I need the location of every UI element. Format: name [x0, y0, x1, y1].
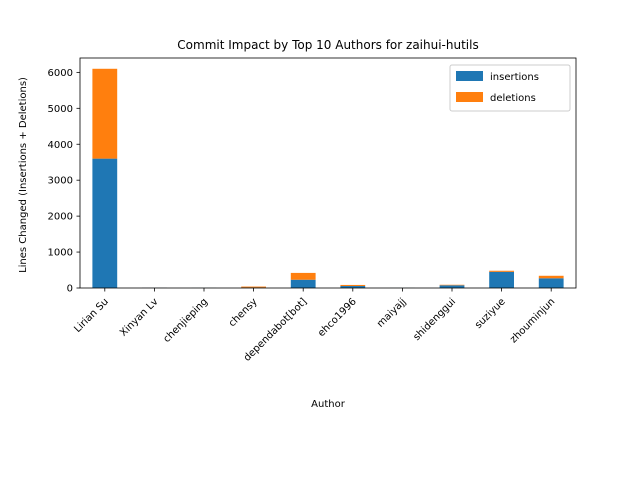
- y-ticks-group: 0 1000 2000 3000 4000 5000 6000: [48, 68, 80, 295]
- y-tick-label: 2000: [48, 212, 73, 223]
- legend-label-deletions: deletions: [490, 93, 536, 104]
- x-tick-label: zhouminjun: [508, 296, 557, 345]
- x-tick-label: maiyajj: [375, 296, 408, 329]
- x-axis-label: Author: [311, 399, 346, 410]
- bar-deletions-8: [489, 270, 514, 272]
- legend-label-insertions: insertions: [490, 72, 539, 83]
- y-tick-label: 3000: [48, 176, 73, 187]
- bar-insertions-8: [489, 271, 514, 288]
- x-tick-label: chenjieping: [161, 296, 210, 345]
- legend: insertions deletions: [449, 64, 571, 112]
- legend-swatch-insertions: [456, 71, 483, 81]
- bar-insertions-5: [340, 286, 366, 288]
- y-tick-label: 1000: [48, 248, 73, 259]
- y-tick-label: 0: [67, 284, 73, 295]
- y-axis-label: Lines Changed (Insertions + Deletions): [18, 77, 29, 273]
- plot-frame: [79, 57, 577, 289]
- x-ticks-group: Lirian Su Xinyan Lv chenjieping chensydepen…: [72, 288, 557, 364]
- bars-group: [92, 68, 564, 288]
- chart-title: Commit Impact by Top 10 Authors for zaih…: [177, 38, 478, 52]
- bar-deletions-9: [538, 275, 564, 279]
- x-tick-label: ehco1996: [316, 296, 359, 339]
- bar-deletions-0: [92, 68, 118, 159]
- bar-deletions-3: [241, 286, 266, 288]
- y-tick-label: 6000: [48, 68, 73, 79]
- bar-insertions-9: [538, 278, 564, 288]
- bar-insertions-4: [290, 279, 316, 288]
- bar-insertions-0: [92, 158, 118, 288]
- y-tick-label: 5000: [48, 104, 73, 115]
- x-tick-label: shidenggui: [411, 296, 458, 343]
- bar-deletions-5: [340, 284, 366, 287]
- x-tick-label: chensy: [227, 296, 260, 329]
- bar-deletions-7: [439, 284, 465, 286]
- legend-swatch-deletions: [456, 92, 483, 102]
- bar-deletions-4: [290, 272, 316, 280]
- x-tick-label: suziyue: [473, 296, 508, 331]
- y-tick-label: 4000: [48, 140, 73, 151]
- x-tick-label: Lirian Su: [72, 296, 111, 335]
- bar-insertions-7: [439, 285, 465, 288]
- x-tick-label: Xinyan Lv: [118, 296, 160, 338]
